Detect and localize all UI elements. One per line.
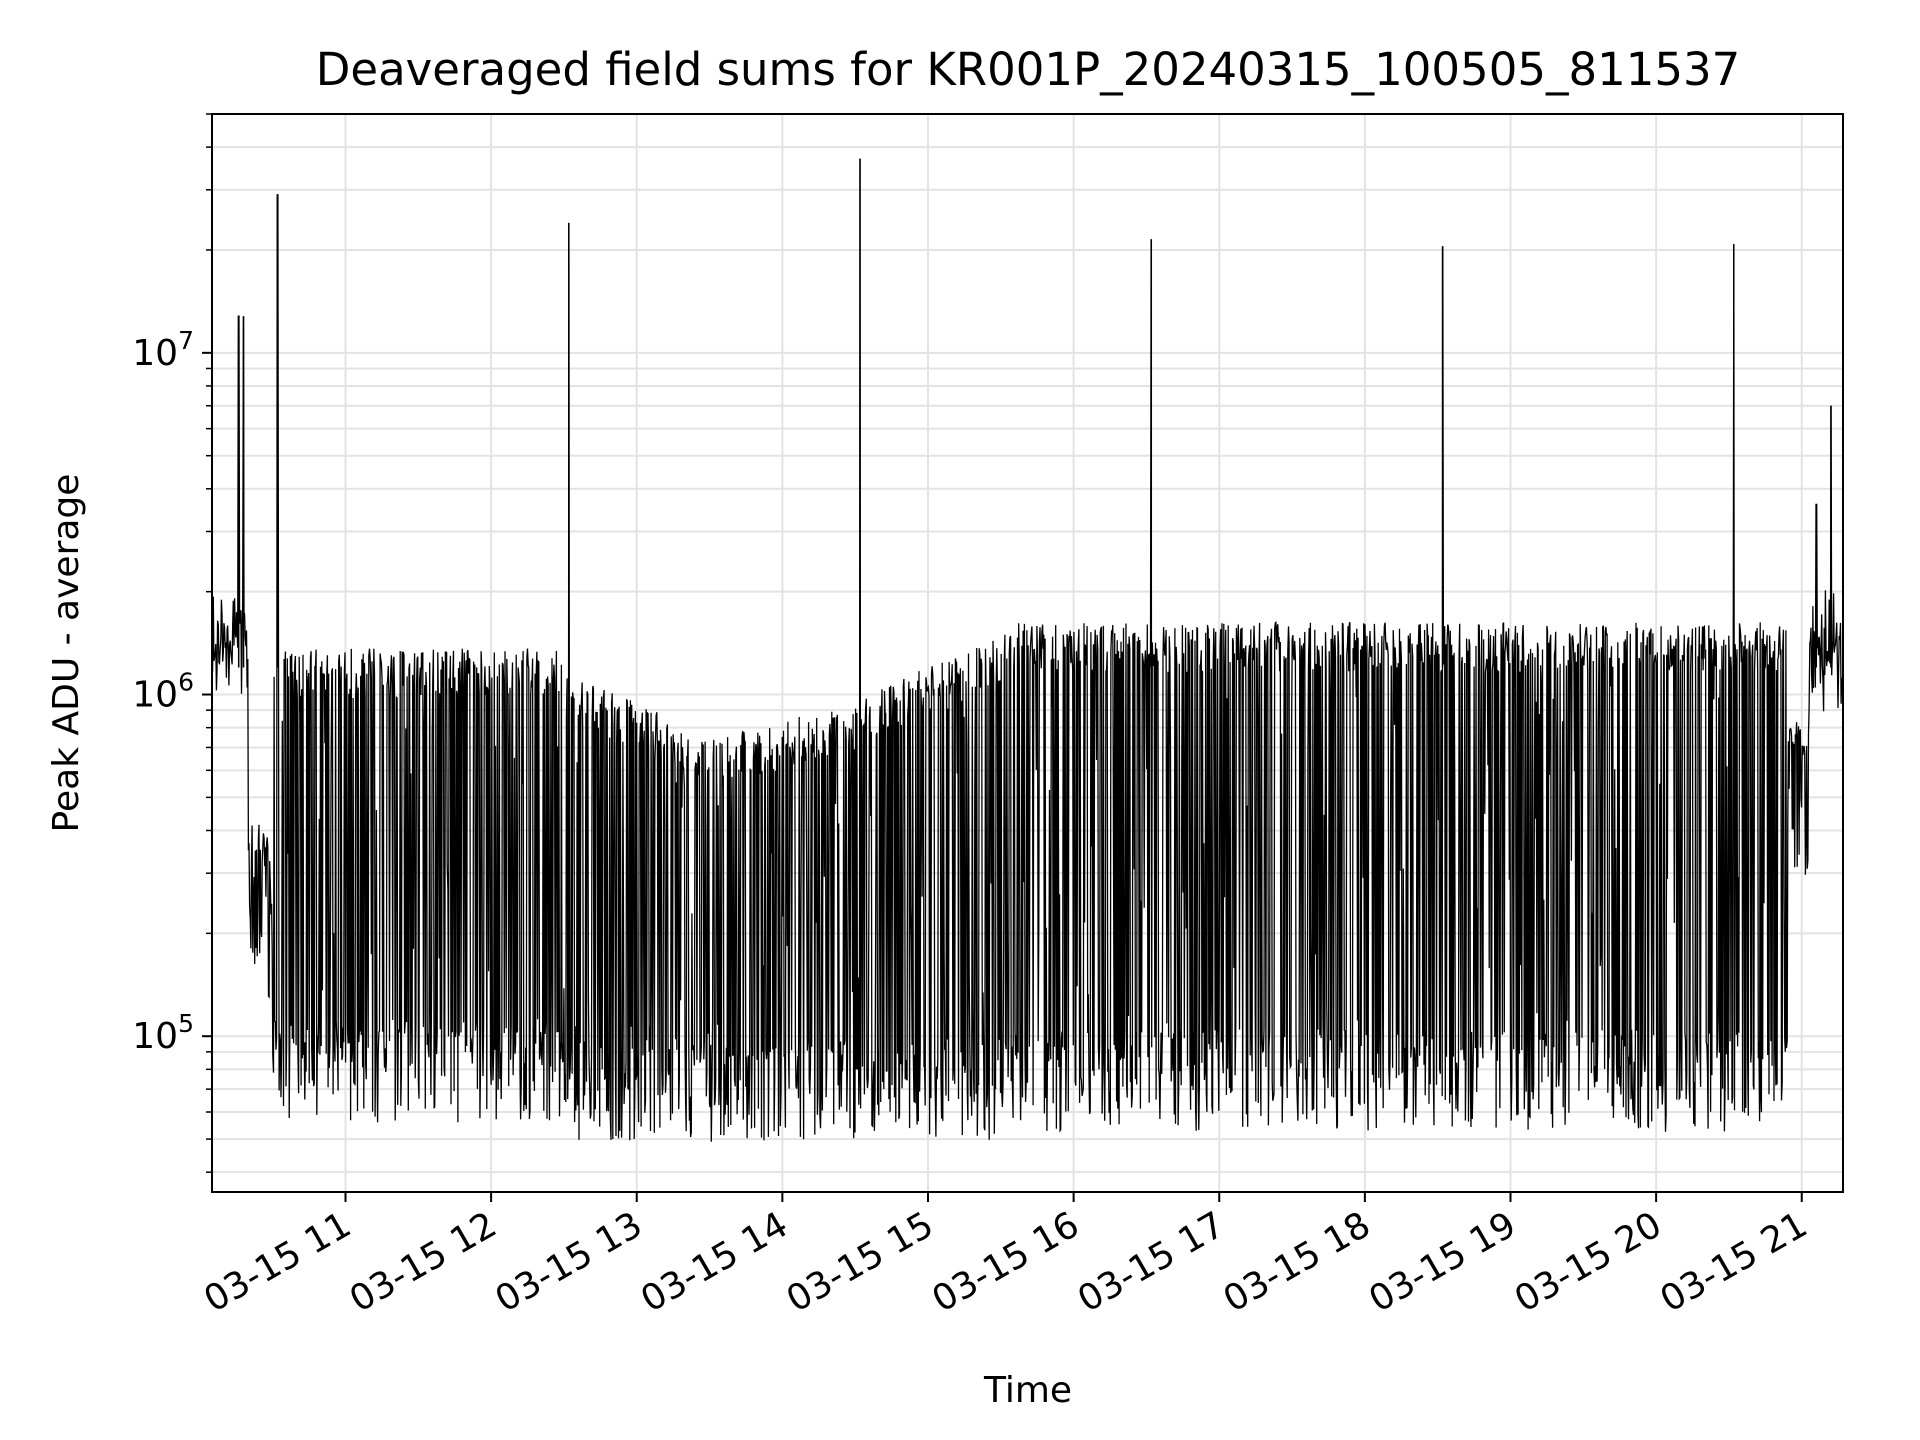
y-tick-label: 107 (132, 326, 194, 374)
x-tick-label: 03-15 18 (1217, 1204, 1378, 1320)
chart-title: Deaveraged field sums for KR001P_2024031… (316, 43, 1740, 96)
x-tick-label: 03-15 14 (634, 1204, 795, 1320)
series-polyline (211, 158, 1844, 1142)
y-axis: 105 106 107 (132, 113, 212, 1173)
x-axis-label: Time (983, 1370, 1072, 1411)
y-axis-label: Peak ADU - average (46, 474, 87, 833)
x-tick-label: 03-15 15 (780, 1204, 941, 1320)
y-tick-label: 106 (132, 668, 194, 716)
x-tick-label: 03-15 21 (1654, 1204, 1815, 1320)
y-tick-label: 105 (132, 1009, 194, 1057)
series-line (211, 158, 1844, 1142)
x-tick-label: 03-15 13 (489, 1204, 650, 1320)
x-tick-label: 03-15 17 (1071, 1204, 1232, 1320)
x-tick-label: 03-15 19 (1362, 1204, 1523, 1320)
x-tick-label: 03-15 12 (343, 1204, 504, 1320)
x-tick-label: 03-15 16 (925, 1204, 1086, 1320)
x-tick-label: 03-15 20 (1508, 1204, 1669, 1320)
x-tick-label: 03-15 11 (197, 1204, 358, 1320)
plot-frame (211, 113, 1844, 1193)
